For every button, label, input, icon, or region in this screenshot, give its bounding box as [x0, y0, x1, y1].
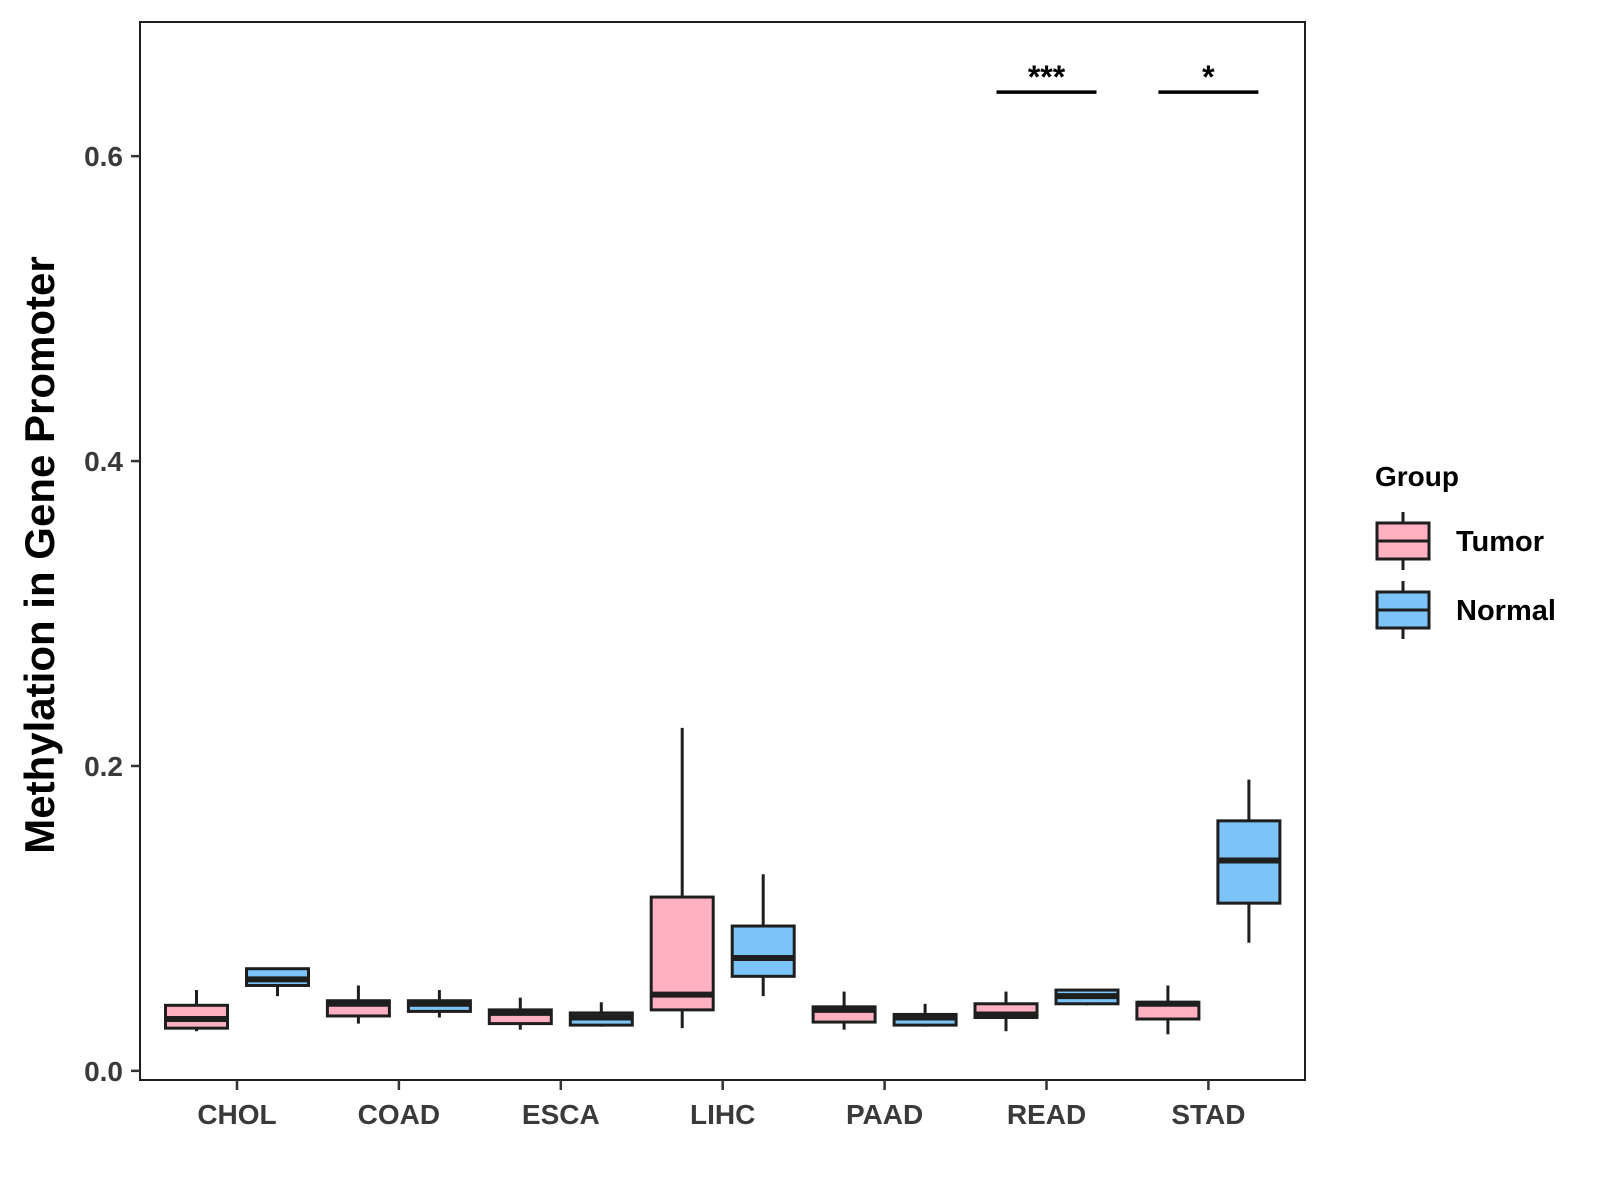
legend-title: Group	[1375, 461, 1459, 492]
y-tick-label: 0.0	[84, 1056, 123, 1087]
x-tick-label: READ	[1007, 1099, 1086, 1130]
legend-item-normal: Normal	[1375, 581, 1556, 639]
y-axis: 0.0 0.2 0.4 0.6	[84, 141, 140, 1087]
significance-label: *	[1202, 59, 1215, 95]
tumor-box-esca	[487, 997, 553, 1030]
tumor-box-lihc	[649, 727, 715, 1029]
normal-box-coad	[406, 990, 472, 1018]
x-tick-label: PAAD	[846, 1099, 923, 1130]
tumor-box-coad	[325, 985, 391, 1024]
tumor-box-stad	[1135, 985, 1201, 1035]
x-tick-label: ESCA	[522, 1099, 600, 1130]
x-tick-label: STAD	[1171, 1099, 1245, 1130]
box-body	[730, 924, 796, 978]
box-body	[649, 895, 715, 1012]
normal-box-stad	[1216, 779, 1282, 943]
box-series	[164, 727, 1282, 1035]
legend-item-tumor: Tumor	[1375, 512, 1544, 570]
tumor-box-read	[973, 991, 1039, 1032]
normal-box-esca	[568, 1002, 634, 1027]
legend: Group Tumor Normal	[1375, 461, 1556, 639]
legend-label-tumor: Tumor	[1456, 526, 1544, 558]
normal-box-read	[1054, 988, 1120, 1006]
normal-box-paad	[892, 1003, 958, 1027]
significance-label: ***	[1028, 59, 1066, 95]
y-tick-label: 0.6	[84, 141, 123, 172]
x-tick-label: COAD	[358, 1099, 440, 1130]
legend-label-normal: Normal	[1456, 595, 1556, 627]
x-axis: CHOL COAD ESCA LIHC PAAD READ STAD	[197, 1080, 1245, 1130]
y-tick-label: 0.2	[84, 751, 123, 782]
normal-box-lihc	[730, 874, 796, 997]
normal-box-chol	[245, 967, 310, 997]
x-tick-label: CHOL	[197, 1099, 276, 1130]
tumor-box-chol	[164, 990, 229, 1032]
x-tick-label: LIHC	[690, 1099, 755, 1130]
significance-annotations: *** *	[996, 59, 1259, 95]
y-tick-label: 0.4	[84, 446, 123, 477]
tumor-box-paad	[811, 991, 877, 1030]
y-axis-title: Methylation in Gene Promoter	[16, 256, 63, 853]
